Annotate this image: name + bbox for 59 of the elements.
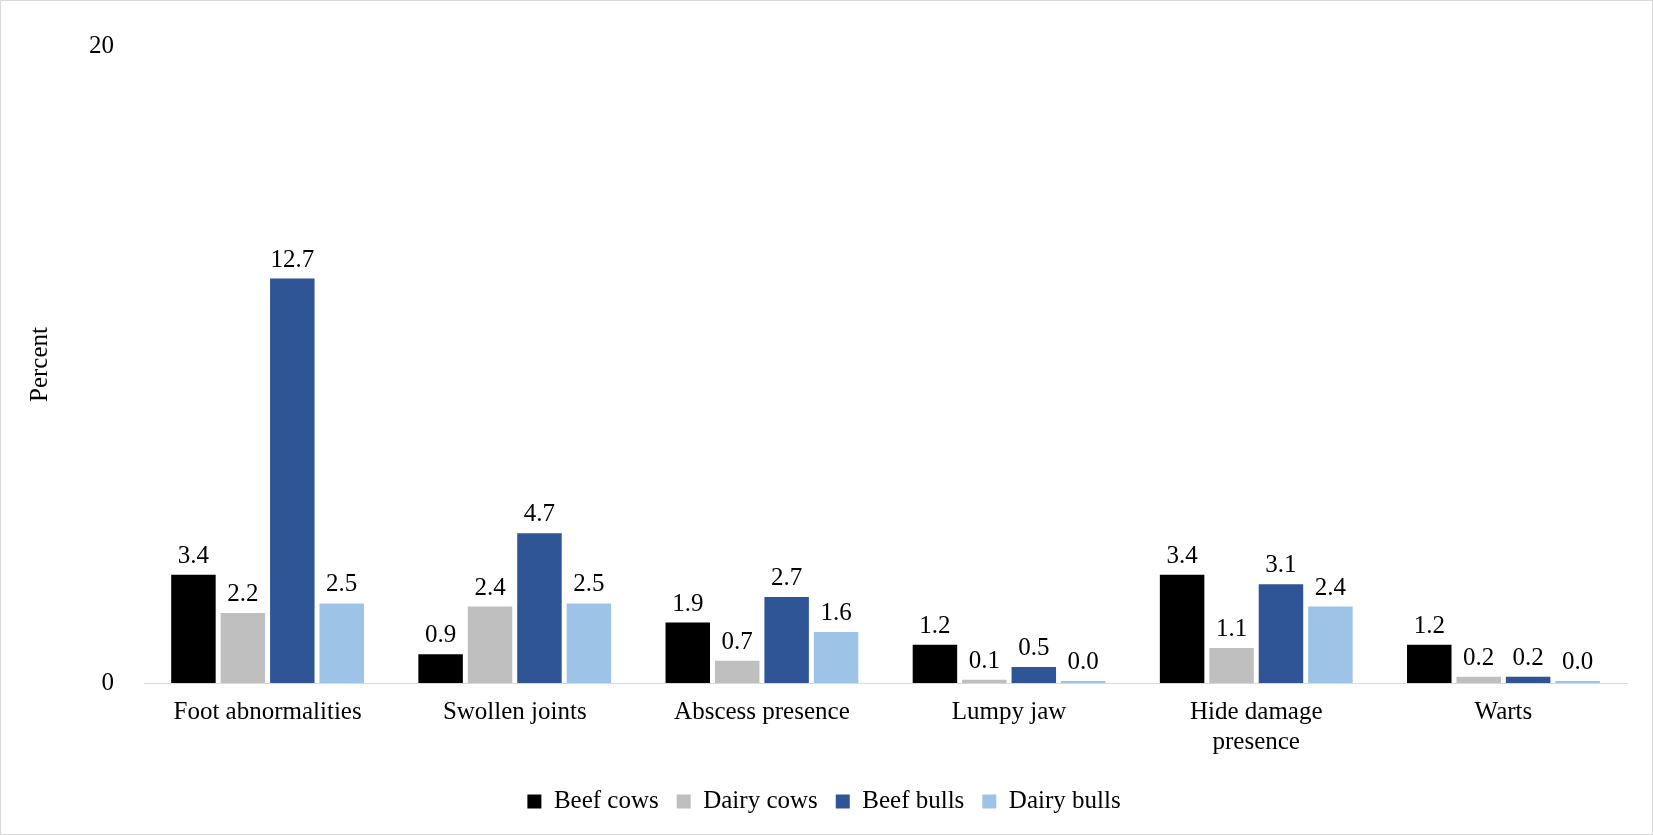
data-label: 2.4: [474, 572, 507, 600]
x-tick-label: Abscess presence: [674, 696, 850, 724]
bar: [566, 603, 612, 683]
data-label: 3.1: [1265, 550, 1297, 578]
bar: [1011, 667, 1057, 683]
bar: [1308, 606, 1353, 683]
y-axis-title: Percent: [24, 326, 52, 402]
data-label: 2.7: [771, 563, 803, 591]
bar: [962, 679, 1007, 683]
data-label: 0.2: [1463, 642, 1495, 670]
data-label: 1.2: [919, 610, 951, 638]
data-label: 1.2: [1413, 610, 1445, 638]
data-label: 0.1: [968, 645, 1000, 673]
x-tick-label: Warts: [1474, 696, 1533, 724]
data-label: 1.1: [1215, 614, 1248, 642]
bar: [1258, 584, 1304, 683]
x-tick-label: Hide damage presence: [1189, 696, 1323, 754]
data-label: 0.9: [424, 620, 457, 648]
bar: [813, 632, 859, 683]
bar: [171, 574, 216, 683]
data-label: 3.4: [1166, 540, 1199, 568]
y-tick-label: 20: [89, 30, 114, 58]
data-label: 0.0: [1067, 647, 1099, 675]
bar: [1505, 676, 1551, 683]
data-label: 4.7: [523, 499, 556, 527]
bar: [418, 654, 463, 683]
legend-label: Dairy bulls: [1008, 786, 1121, 814]
x-tick-label: Foot abnormalities: [173, 696, 362, 724]
bar: [517, 533, 562, 683]
data-label: 1.6: [820, 598, 852, 626]
bar: [764, 597, 809, 683]
bar: [1159, 574, 1205, 683]
data-label: 12.7: [270, 244, 315, 272]
legend-label: Beef bulls: [862, 786, 965, 814]
bar: [220, 612, 266, 683]
y-tick-label: 0: [101, 667, 114, 695]
data-label: 0.5: [1018, 633, 1050, 661]
data-label: 2.4: [1314, 572, 1347, 600]
data-label: 0.0: [1561, 647, 1594, 675]
bar: [1407, 644, 1452, 683]
data-label: 1.9: [672, 588, 704, 616]
x-tick-label: Lumpy jaw: [951, 696, 1067, 724]
bar: [467, 606, 513, 683]
bar: [912, 644, 958, 683]
bar: [665, 622, 711, 683]
data-label: 0.2: [1512, 642, 1544, 670]
bar: [1456, 676, 1501, 683]
data-label: 2.5: [326, 569, 358, 597]
bar: [1209, 647, 1254, 683]
legend-label: Dairy cows: [703, 786, 818, 814]
data-label: 2.2: [227, 578, 259, 606]
x-tick-label: Swollen joints: [442, 696, 587, 724]
data-label: 2.5: [573, 569, 605, 597]
legend-label: Beef cows: [553, 786, 659, 814]
data-label: 0.7: [721, 626, 753, 654]
bar: [714, 660, 760, 683]
bar: [270, 278, 315, 683]
data-label: 3.4: [177, 540, 210, 568]
bar: [319, 603, 364, 683]
